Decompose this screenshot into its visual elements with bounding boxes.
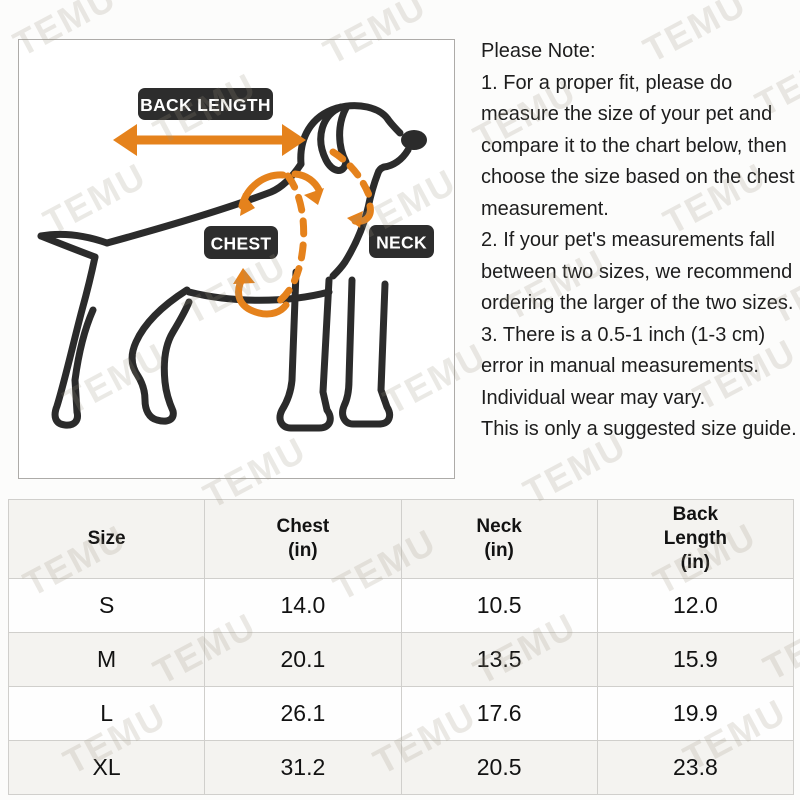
cell-s-size: S	[7, 578, 206, 633]
col-header-chest: Chest (in)	[204, 499, 402, 579]
cell-xl-size: XL	[7, 740, 206, 795]
neck-label-text: NECK	[376, 233, 427, 253]
chest-label-text: CHEST	[211, 234, 272, 254]
size-table-header-row: Size Chest (in) Neck (in) Back Length (i…	[7, 499, 795, 579]
cell-m-size: M	[7, 632, 206, 687]
col-header-back-length: Back Length (in)	[596, 499, 795, 579]
col-header-neck: Neck (in)	[400, 499, 598, 579]
size-note-text: Please Note: 1. For a proper fit, please…	[481, 40, 797, 440]
back-length-label-text: BACK LENGTH	[140, 95, 271, 115]
cell-l-chest: 26.1	[204, 686, 402, 741]
cell-m-back-length: 15.9	[596, 632, 795, 687]
chest-measure-arrow-icon	[233, 170, 324, 318]
cell-xl-neck: 20.5	[400, 740, 598, 795]
back-length-label: BACK LENGTH	[138, 88, 273, 120]
cell-xl-chest: 31.2	[204, 740, 402, 795]
cell-m-neck: 13.5	[400, 632, 598, 687]
neck-label: NECK	[369, 225, 434, 258]
cell-m-chest: 20.1	[204, 632, 402, 687]
size-row-l: L 26.1 17.6 19.9	[7, 686, 795, 741]
dog-measurement-illustration: BACK LENGTH CHEST NECK	[37, 88, 434, 432]
size-row-xl: XL 31.2 20.5 23.8	[7, 740, 795, 795]
cell-s-chest: 14.0	[204, 578, 402, 633]
size-row-s: S 14.0 10.5 12.0	[7, 578, 795, 633]
cell-s-back-length: 12.0	[596, 578, 795, 633]
back-length-arrow-icon	[113, 124, 306, 156]
cell-xl-back-length: 23.8	[596, 740, 795, 795]
cell-l-back-length: 19.9	[596, 686, 795, 741]
chest-label: CHEST	[204, 226, 278, 259]
cell-l-neck: 17.6	[400, 686, 598, 741]
neck-measure-arrow-icon	[329, 148, 374, 228]
measurement-diagram: BACK LENGTH CHEST NECK	[18, 39, 455, 479]
size-table: Size Chest (in) Neck (in) Back Length (i…	[7, 499, 795, 795]
cell-l-size: L	[7, 686, 206, 741]
size-row-m: M 20.1 13.5 15.9	[7, 632, 795, 687]
col-header-size: Size	[7, 499, 206, 579]
cell-s-neck: 10.5	[400, 578, 598, 633]
dog-illustration	[37, 102, 427, 432]
